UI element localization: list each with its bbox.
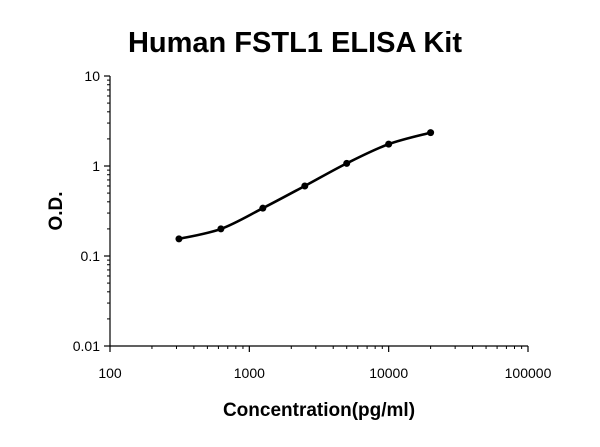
data-point bbox=[217, 225, 225, 233]
x-ticks: 100 1000 10000 100000 bbox=[98, 346, 552, 381]
x-axis-label: Concentration(pg/ml) bbox=[223, 400, 415, 421]
y-tick-label: 1 bbox=[92, 158, 100, 174]
chart-title: Human FSTL1 ELISA Kit bbox=[128, 27, 462, 59]
data-point bbox=[427, 129, 435, 137]
y-tick-label: 0.01 bbox=[73, 338, 100, 354]
data-point bbox=[385, 140, 393, 148]
data-point bbox=[259, 204, 267, 212]
data-point bbox=[343, 159, 351, 167]
data-point bbox=[301, 182, 309, 190]
y-tick-label: 0.1 bbox=[81, 248, 101, 264]
plot-area bbox=[175, 129, 435, 243]
x-tick-label: 100000 bbox=[505, 365, 552, 381]
y-axis-label: O.D. bbox=[46, 191, 67, 230]
data-point bbox=[175, 235, 183, 243]
y-ticks: 0.01 0.1 1 10 bbox=[73, 68, 110, 354]
y-tick-label: 10 bbox=[84, 68, 100, 84]
x-axis: 100 1000 10000 100000 bbox=[98, 345, 552, 381]
x-tick-label: 100 bbox=[98, 365, 122, 381]
x-tick-label: 1000 bbox=[234, 365, 265, 381]
x-tick-label: 10000 bbox=[369, 365, 408, 381]
y-axis: 0.01 0.1 1 10 bbox=[73, 68, 111, 354]
